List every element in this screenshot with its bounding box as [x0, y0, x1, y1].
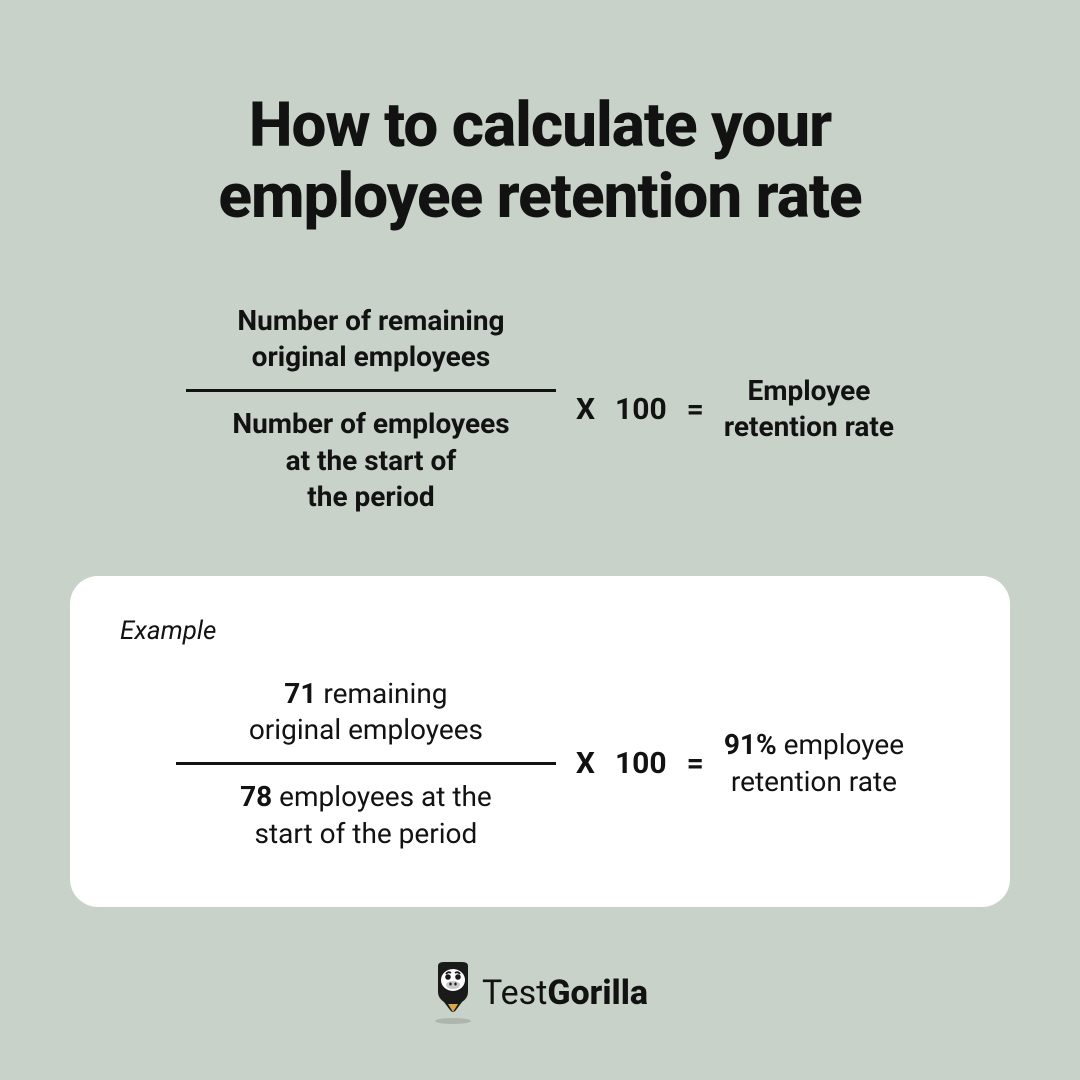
fraction-bar	[186, 389, 556, 392]
example-den-line2: start of the period	[255, 817, 478, 850]
example-label: Example	[120, 616, 960, 646]
formula-denominator: Number of employees at the start of the …	[232, 406, 509, 515]
multiply-sign: X	[576, 392, 595, 427]
example-num-bold: 71	[284, 677, 316, 710]
brand-name-light: Test	[482, 973, 547, 1013]
example-num-rest: remaining	[316, 677, 447, 710]
example-result-line2: retention rate	[731, 765, 897, 798]
formula-denominator-line1: Number of employees	[232, 407, 509, 440]
formula-denominator-line3: the period	[307, 480, 434, 513]
hundred: 100	[615, 746, 667, 781]
page-title: How to calculate your employee retention…	[218, 90, 861, 233]
example-result-rest: employee	[777, 728, 904, 761]
title-line-2: employee retention rate	[218, 160, 861, 233]
formula-numerator-line2: original employees	[252, 340, 491, 373]
example-result: 91% employee retention rate	[724, 727, 904, 800]
example-den-rest: employees at the	[272, 780, 492, 813]
example-result-bold: 91%	[724, 728, 777, 761]
equals-sign: =	[687, 392, 704, 427]
formula-denominator-line2: at the start of	[286, 444, 457, 477]
example-card: Example 71 remaining original employees …	[70, 576, 1010, 908]
formula-fraction: Number of remaining original employees N…	[186, 303, 556, 516]
multiply-sign: X	[576, 746, 595, 781]
example-formula-row: 71 remaining original employees 78 emplo…	[120, 676, 960, 853]
brand-name-bold: Gorilla	[547, 973, 648, 1013]
brand-logo: TestGorilla	[432, 962, 648, 1024]
equals-sign: =	[687, 746, 704, 781]
fraction-bar	[176, 762, 556, 765]
formula-result-line1: Employee	[747, 374, 870, 407]
formula-numerator: Number of remaining original employees	[237, 303, 504, 376]
example-denominator: 78 employees at the start of the period	[240, 779, 492, 852]
logo-shadow	[435, 1018, 471, 1024]
example-numerator: 71 remaining original employees	[249, 676, 483, 749]
gorilla-icon	[432, 962, 474, 1024]
formula-row: Number of remaining original employees N…	[70, 303, 1010, 516]
formula-numerator-line1: Number of remaining	[237, 304, 504, 337]
brand-name: TestGorilla	[482, 973, 648, 1013]
hundred: 100	[615, 392, 667, 427]
title-line-1: How to calculate your	[249, 89, 831, 162]
example-den-bold: 78	[240, 780, 272, 813]
example-num-line2: original employees	[249, 713, 483, 746]
example-fraction: 71 remaining original employees 78 emplo…	[176, 676, 556, 853]
formula-result: Employee retention rate	[724, 373, 894, 446]
formula-result-line2: retention rate	[724, 410, 894, 443]
